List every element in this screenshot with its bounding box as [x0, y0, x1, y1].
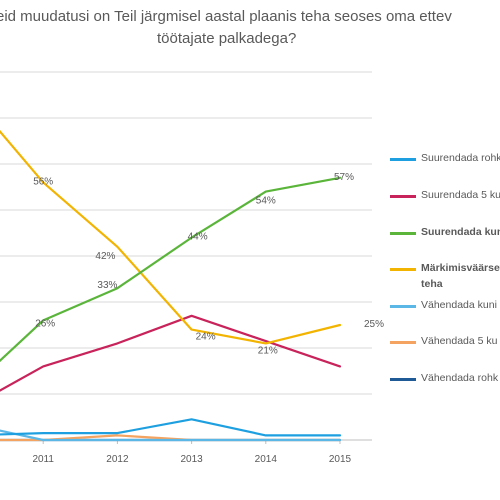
series-line-1 [0, 314, 342, 392]
legend-item-vahendada-rohk: Vähendada rohk [390, 370, 500, 406]
legend-label: Vähendada kuni [421, 299, 497, 311]
legend-swatch [390, 232, 416, 235]
legend-label: Suurendada rohk [421, 152, 500, 164]
data-label: 42% [95, 251, 115, 262]
x-tick-label: 2011 [32, 454, 54, 465]
x-tick-label: 2015 [329, 454, 352, 465]
x-tick-label: 2014 [255, 454, 278, 465]
x-tick-label: 2013 [180, 454, 203, 465]
legend-item-vahendada-5-ku: Vähendada 5 ku [390, 333, 500, 369]
legend-swatch [390, 378, 416, 381]
data-label: 21% [258, 345, 278, 356]
data-label: 54% [256, 196, 276, 207]
data-label: 33% [97, 280, 117, 291]
legend-label: Vähendada 5 ku [421, 335, 498, 347]
legend-item-suurendada-5-ku: Suurendada 5 ku [390, 187, 500, 223]
legend-label: Vähendada rohk [421, 372, 499, 384]
legend-swatch [390, 195, 416, 198]
x-axis: 2011 2012 2013 2014 2015 [0, 439, 372, 465]
data-label: 44% [188, 232, 208, 243]
legend-swatch [390, 341, 416, 344]
chart-title-line-2: töötajate palkadega? [157, 30, 297, 47]
chart-title: eid muudatusi on Teil järgmisel aastal p… [0, 6, 500, 56]
legend-swatch [390, 305, 416, 308]
data-labels: 26% 33% 44% 54% 57% 56% 42% 24% 21% 25% [33, 172, 384, 357]
legend-label: Suurendada kun [421, 226, 500, 238]
legend-label: Märkimisväärset teha [421, 262, 500, 290]
data-label: 25% [364, 319, 384, 330]
series-line-2 [0, 176, 342, 363]
series-line-0 [0, 418, 342, 437]
data-label: 24% [196, 332, 216, 343]
series-lines [0, 129, 342, 442]
legend-swatch [390, 158, 416, 161]
series-line-3 [0, 129, 342, 345]
series-line-4 [0, 429, 342, 442]
x-tick-label: 2012 [106, 454, 129, 465]
legend-item-suurendada-kun: Suurendada kun [390, 224, 500, 260]
legend-item-suurendada-rohk: Suurendada rohk [390, 150, 500, 186]
gridlines [0, 71, 372, 395]
data-label: 57% [334, 172, 354, 183]
legend-item-vahendada-kuni: Vähendada kuni [390, 297, 500, 333]
chart-title-line-1: eid muudatusi on Teil järgmisel aastal p… [0, 8, 452, 25]
data-label: 56% [33, 176, 53, 187]
legend-label: Suurendada 5 ku [421, 189, 500, 201]
legend-swatch [390, 268, 416, 271]
legend-item-markimisvaarset-teha: Märkimisväärset teha [390, 260, 500, 296]
data-label: 26% [35, 318, 55, 329]
